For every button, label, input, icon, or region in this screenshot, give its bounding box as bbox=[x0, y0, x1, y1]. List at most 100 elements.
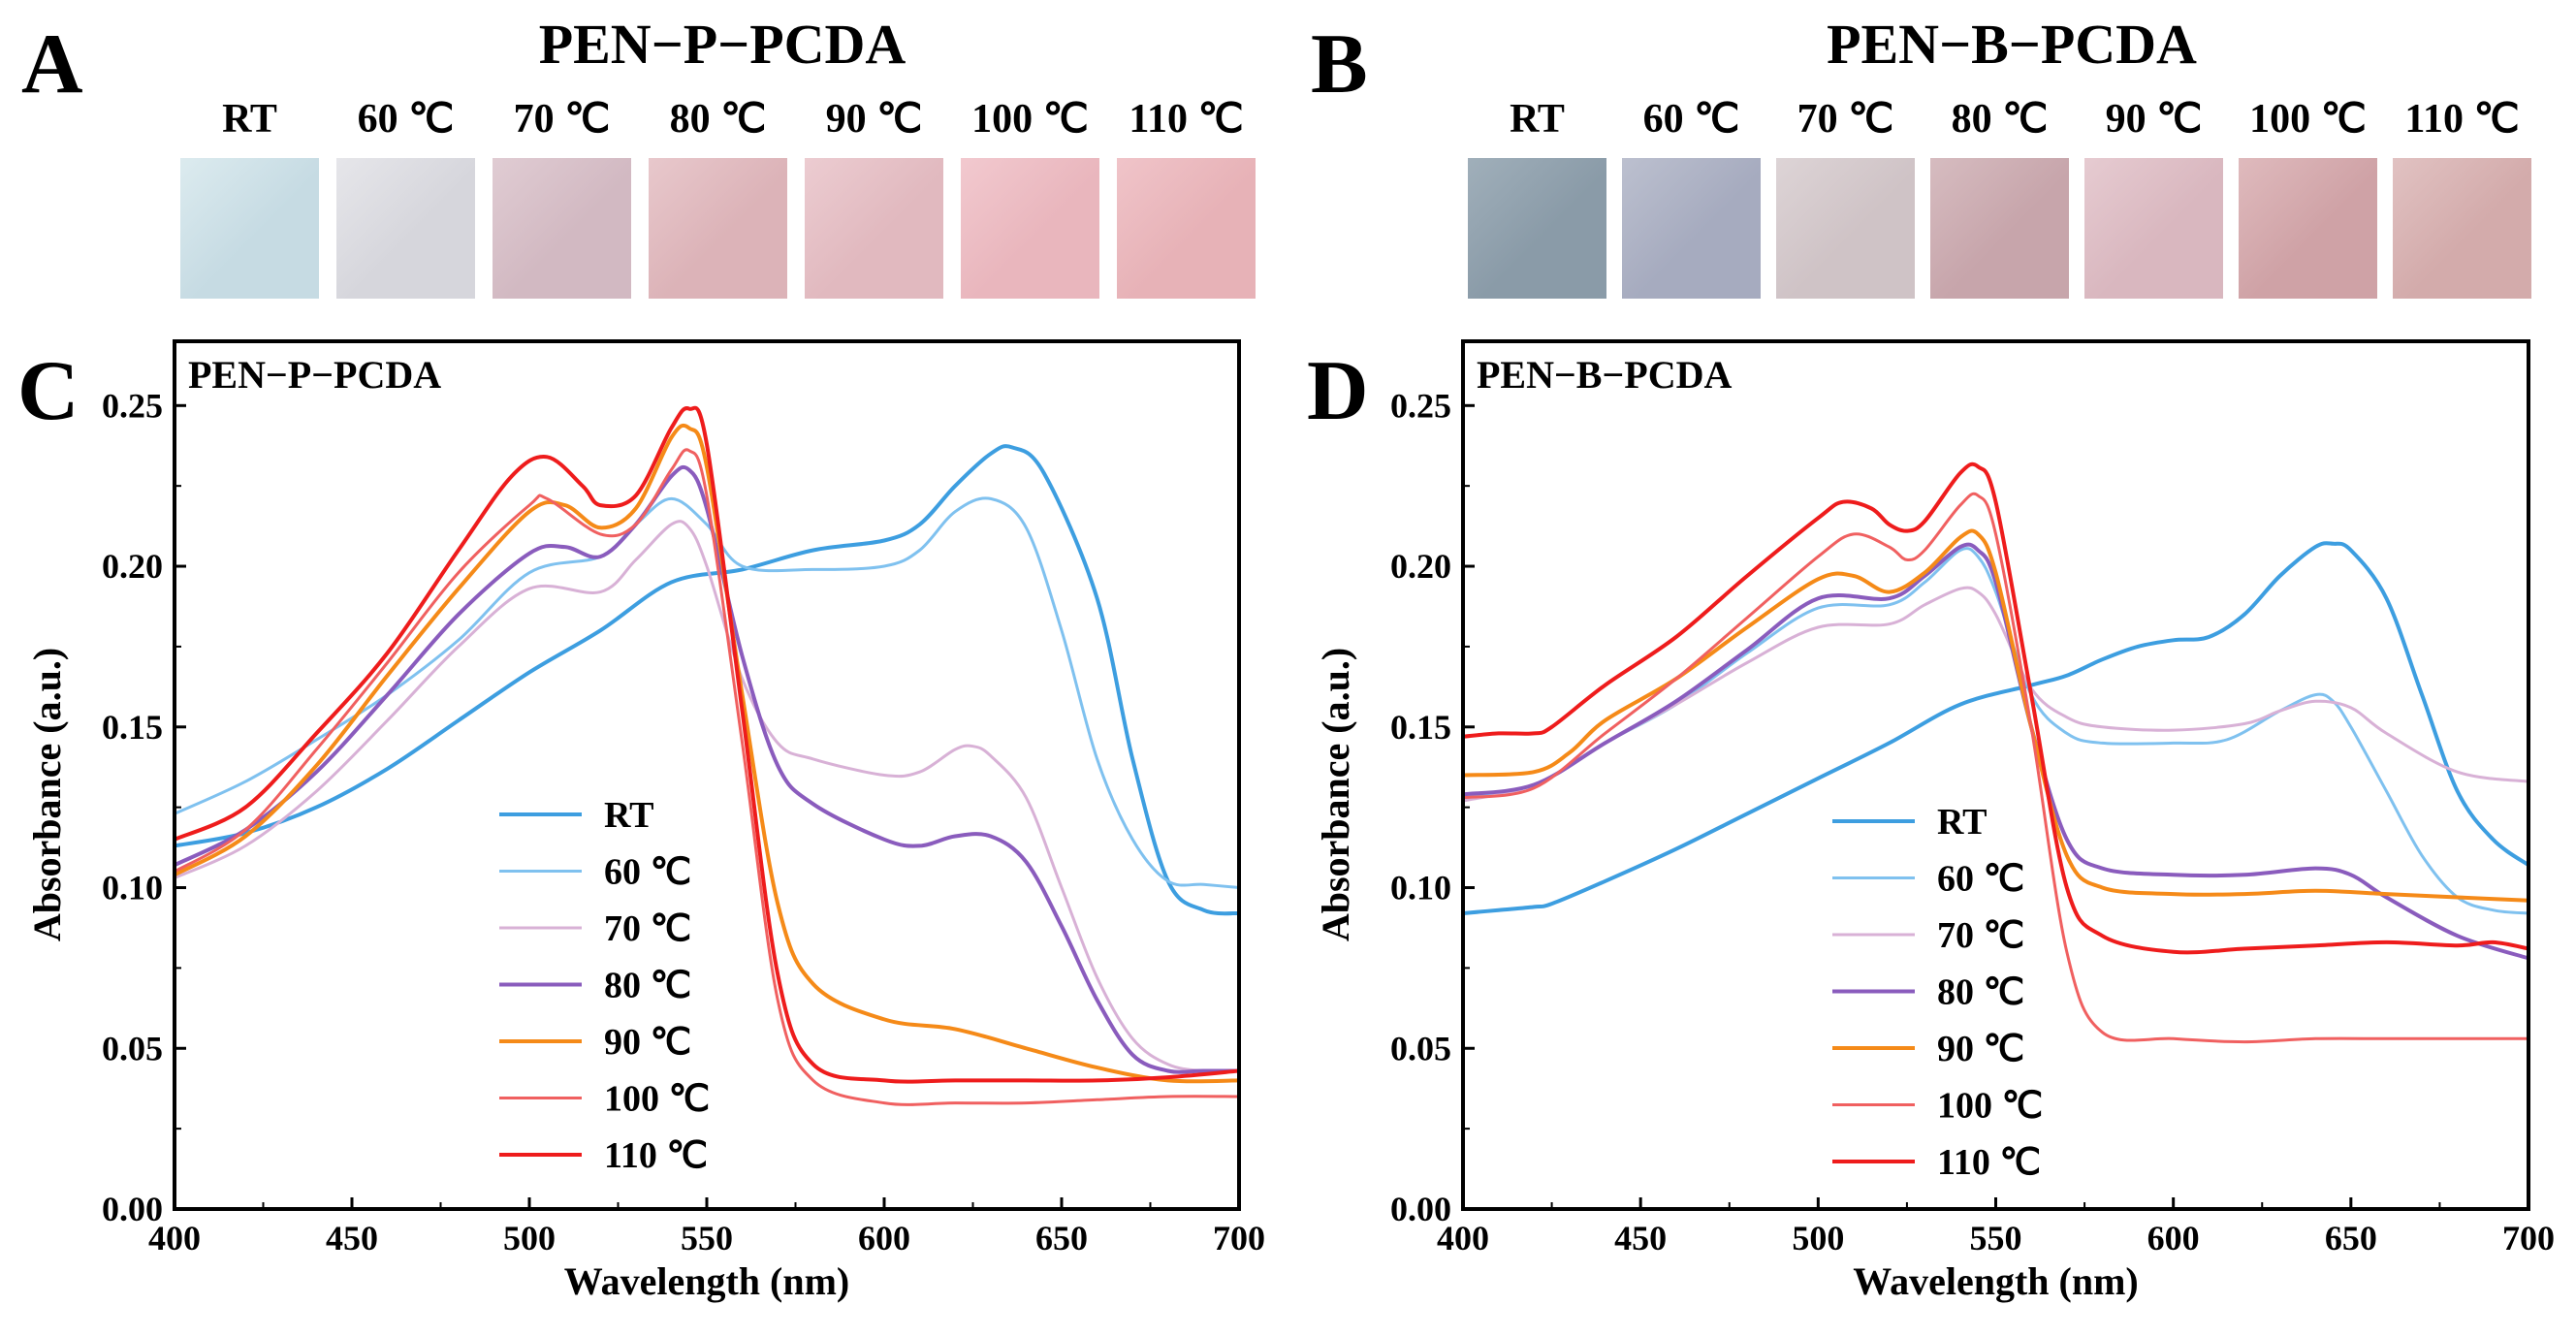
swatch-p-2 bbox=[493, 158, 631, 299]
series-line-chart-d-2 bbox=[1463, 586, 2528, 803]
legend-label: 60 ℃ bbox=[1937, 859, 2024, 900]
swatch-label-p-5: 100 ℃ bbox=[971, 97, 1089, 142]
legend-label: RT bbox=[1937, 802, 1987, 843]
panel-letter-b: B bbox=[1311, 17, 1368, 111]
x-tick-label: 500 bbox=[1792, 1219, 1844, 1257]
swatch-label-p-6: 110 ℃ bbox=[1129, 97, 1243, 142]
chart-inner-title: PEN−B−PCDA bbox=[1477, 353, 1732, 397]
legend-label: 80 ℃ bbox=[604, 966, 691, 1006]
legend-label: 90 ℃ bbox=[604, 1022, 691, 1063]
x-tick-label: 550 bbox=[681, 1219, 733, 1257]
y-tick-label: 0.10 bbox=[1390, 869, 1451, 907]
y-tick-label: 0.00 bbox=[1390, 1190, 1451, 1228]
y-tick-label: 0.15 bbox=[1390, 708, 1451, 747]
series-line-chart-c-0 bbox=[175, 444, 1239, 916]
x-axis-label: Wavelength (nm) bbox=[564, 1259, 849, 1303]
series-line-chart-d-5 bbox=[1463, 492, 2528, 1044]
swatch-b-2 bbox=[1776, 158, 1915, 299]
legend-label: 90 ℃ bbox=[1937, 1029, 2024, 1069]
plot-frame-chart-d bbox=[1461, 339, 2530, 1211]
x-tick-label: 600 bbox=[858, 1219, 910, 1257]
y-tick-label: 0.00 bbox=[102, 1190, 163, 1228]
swatch-p-5 bbox=[961, 158, 1099, 299]
swatch-p-1 bbox=[336, 158, 475, 299]
series-line-chart-c-6 bbox=[175, 405, 1239, 1084]
series-line-chart-c-5 bbox=[175, 448, 1239, 1106]
swatch-label-p-1: 60 ℃ bbox=[358, 97, 455, 142]
x-tick-label: 550 bbox=[1970, 1219, 2022, 1257]
swatch-label-b-5: 100 ℃ bbox=[2249, 97, 2367, 142]
x-tick-label: 700 bbox=[1213, 1219, 1265, 1257]
y-tick-label: 0.15 bbox=[102, 708, 163, 747]
swatch-b-3 bbox=[1930, 158, 2069, 299]
series-line-chart-d-4 bbox=[1463, 528, 2528, 903]
legend-label: 110 ℃ bbox=[604, 1135, 708, 1176]
x-tick-label: 650 bbox=[2325, 1219, 2377, 1257]
series-line-chart-c-4 bbox=[175, 423, 1239, 1084]
x-tick-label: 450 bbox=[326, 1219, 378, 1257]
swatch-p-6 bbox=[1117, 158, 1256, 299]
legend-label: 100 ℃ bbox=[1937, 1086, 2043, 1127]
x-tick-label: 450 bbox=[1614, 1219, 1667, 1257]
swatch-b-6 bbox=[2393, 158, 2531, 299]
y-axis-label: Absorbance (a.u.) bbox=[25, 648, 69, 941]
swatch-p-4 bbox=[805, 158, 943, 299]
series-line-chart-c-2 bbox=[175, 520, 1239, 1073]
swatch-p-0 bbox=[180, 158, 319, 299]
series-line-chart-c-3 bbox=[175, 464, 1239, 1074]
x-tick-label: 650 bbox=[1035, 1219, 1088, 1257]
chart-c: 400 450 500 550 600 650 700 0.00 0.05 0.10 0.15 0.2… bbox=[25, 339, 1265, 1303]
swatch-b-4 bbox=[2084, 158, 2223, 299]
y-tick-label: 0.05 bbox=[102, 1029, 163, 1067]
swatch-b-0 bbox=[1468, 158, 1606, 299]
series-line-chart-d-1 bbox=[1463, 547, 2528, 915]
legend-label: 70 ℃ bbox=[604, 908, 691, 949]
series-line-chart-d-0 bbox=[1463, 541, 2528, 915]
legend-label: 100 ℃ bbox=[604, 1079, 710, 1120]
y-tick-label: 0.10 bbox=[102, 869, 163, 907]
series-line-chart-c-1 bbox=[175, 496, 1239, 889]
panel-letter-d: D bbox=[1307, 344, 1369, 438]
panel-a-title: PEN−P−PCDA bbox=[539, 13, 906, 76]
chart-inner-title: PEN−P−PCDA bbox=[188, 353, 441, 397]
y-tick-label: 0.25 bbox=[102, 386, 163, 425]
swatch-label-b-0: RT bbox=[1510, 97, 1565, 142]
x-tick-label: 500 bbox=[503, 1219, 556, 1257]
swatch-label-p-0: RT bbox=[222, 97, 277, 142]
y-axis-label: Absorbance (a.u.) bbox=[1314, 648, 1357, 941]
swatch-b-5 bbox=[2239, 158, 2377, 299]
x-tick-label: 400 bbox=[1437, 1219, 1489, 1257]
legend-label: 110 ℃ bbox=[1937, 1142, 2041, 1183]
legend-label: 60 ℃ bbox=[604, 852, 691, 893]
legend-label: RT bbox=[604, 795, 653, 836]
x-axis-label: Wavelength (nm) bbox=[1853, 1259, 2138, 1303]
legend-label: 80 ℃ bbox=[1937, 972, 2024, 1013]
y-tick-label: 0.20 bbox=[102, 547, 163, 586]
y-tick-label: 0.20 bbox=[1390, 547, 1451, 586]
panel-letter-c: C bbox=[17, 344, 80, 438]
panel-letter-a: A bbox=[21, 17, 83, 111]
swatch-row-p: RT 60 ℃ 70 ℃ 80 ℃ 90 ℃ 100 ℃ 110 ℃ bbox=[180, 97, 1256, 299]
swatch-label-b-3: 80 ℃ bbox=[1952, 97, 2049, 142]
y-tick-label: 0.05 bbox=[1390, 1029, 1451, 1067]
swatch-label-b-1: 60 ℃ bbox=[1643, 97, 1740, 142]
chart-d: 400 450 500 550 600 650 700 0.00 0.05 0.10 0.15 0.2… bbox=[1314, 339, 2555, 1303]
swatch-label-b-2: 70 ℃ bbox=[1797, 97, 1894, 142]
y-tick-label: 0.25 bbox=[1390, 386, 1451, 425]
swatch-label-p-3: 80 ℃ bbox=[670, 97, 767, 142]
swatch-label-p-4: 90 ℃ bbox=[826, 97, 923, 142]
swatch-label-p-2: 70 ℃ bbox=[514, 97, 611, 142]
x-tick-label: 600 bbox=[2147, 1219, 2200, 1257]
legend-label: 70 ℃ bbox=[1937, 915, 2024, 956]
swatch-b-1 bbox=[1622, 158, 1761, 299]
x-tick-label: 700 bbox=[2502, 1219, 2555, 1257]
swatch-row-b: RT 60 ℃ 70 ℃ 80 ℃ 90 ℃ 100 ℃ 110 ℃ bbox=[1468, 97, 2531, 299]
series-line-chart-d-6 bbox=[1463, 462, 2528, 955]
series-line-chart-d-3 bbox=[1463, 542, 2528, 961]
swatch-label-b-4: 90 ℃ bbox=[2106, 97, 2203, 142]
swatch-p-3 bbox=[649, 158, 787, 299]
panel-b-title: PEN−B−PCDA bbox=[1827, 13, 2197, 76]
swatch-label-b-6: 110 ℃ bbox=[2404, 97, 2519, 142]
x-tick-label: 400 bbox=[148, 1219, 201, 1257]
